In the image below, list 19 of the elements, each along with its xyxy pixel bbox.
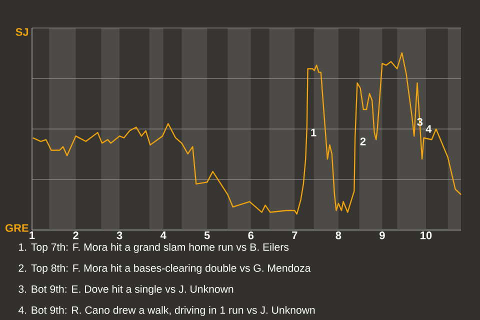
x-tick-label: 2 bbox=[73, 232, 78, 240]
text: GRE bbox=[6, 224, 28, 232]
text: 4. Bot 9th: R. Cano drew a walk, driving in 1 run vs J. Unknown bbox=[18, 306, 315, 316]
text: 1. Top 7th: F. Mora hit a grand slam home run vs B. Eilers bbox=[19, 243, 289, 253]
annotation: 4 bbox=[426, 125, 432, 133]
text: 2. Top 8th: F. Mora hit a bases-clearing double vs G. Mendoza bbox=[18, 264, 311, 274]
annotation: 1 bbox=[311, 128, 316, 136]
x-tick-label: 9 bbox=[380, 232, 385, 240]
x-tick-label: 7 bbox=[292, 232, 298, 240]
x-tick-label: 1 bbox=[30, 232, 35, 240]
x-tick-label: 8 bbox=[336, 232, 342, 240]
x-tick-label: 5 bbox=[204, 232, 210, 240]
text: SJ bbox=[16, 28, 28, 36]
x-tick-label: 10 bbox=[420, 232, 432, 240]
annotation: 2 bbox=[360, 138, 366, 146]
x-tick-label: 3 bbox=[116, 232, 122, 240]
x-tick-label: 4 bbox=[160, 232, 166, 240]
x-tick-label: 6 bbox=[248, 232, 254, 240]
text: 3. Bot 9th: E. Dove hit a single vs J. Unknown bbox=[18, 285, 234, 295]
